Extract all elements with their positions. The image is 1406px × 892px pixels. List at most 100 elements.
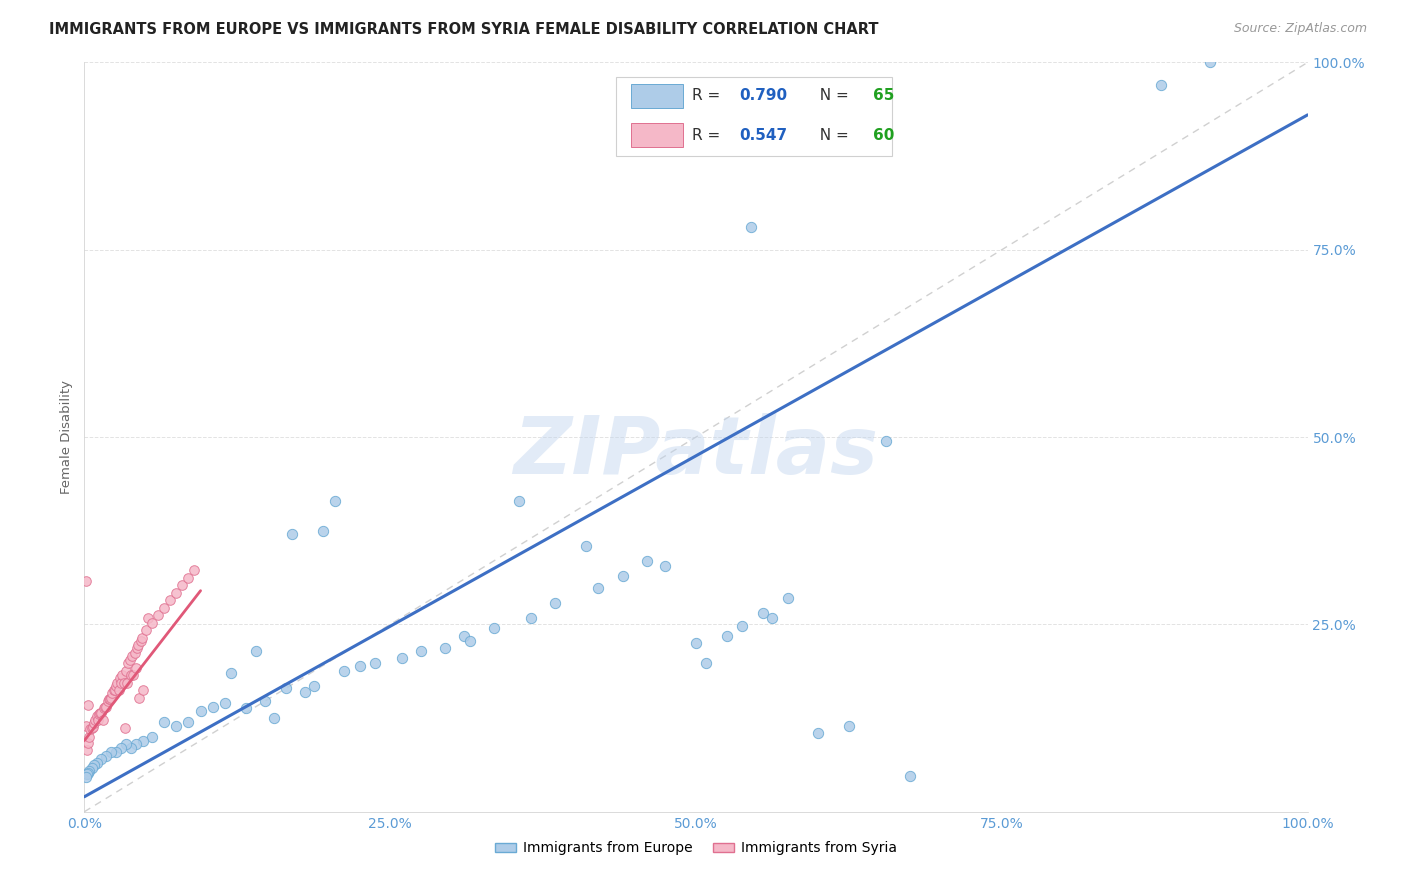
Point — [77, 765, 100, 780]
Point — [75, 574, 97, 588]
Point — [453, 629, 475, 643]
Point — [110, 676, 132, 690]
Point — [80, 761, 103, 775]
Point — [190, 704, 212, 718]
Point — [127, 639, 149, 653]
Point — [89, 706, 111, 720]
Y-axis label: Female Disability: Female Disability — [59, 380, 73, 494]
Point — [97, 692, 120, 706]
Point — [128, 690, 150, 705]
Point — [94, 699, 117, 714]
Point — [219, 666, 242, 681]
Point — [103, 683, 125, 698]
Point — [304, 679, 326, 693]
Point — [685, 636, 707, 650]
Point — [111, 668, 134, 682]
Point — [76, 767, 98, 781]
Point — [1150, 78, 1173, 92]
Point — [110, 741, 132, 756]
Point — [90, 752, 112, 766]
Text: ZIPatlas: ZIPatlas — [513, 413, 879, 491]
Point — [612, 568, 634, 582]
Point — [177, 714, 200, 729]
Text: 60: 60 — [873, 128, 894, 143]
Point — [105, 676, 128, 690]
Point — [120, 668, 142, 682]
Point — [838, 718, 860, 732]
Point — [77, 736, 100, 750]
Point — [153, 601, 176, 615]
Point — [575, 539, 598, 553]
Point — [107, 683, 129, 698]
Point — [586, 582, 609, 596]
Text: N =: N = — [810, 128, 853, 143]
Text: Source: ZipAtlas.com: Source: ZipAtlas.com — [1233, 22, 1367, 36]
Point — [695, 657, 717, 671]
Point — [91, 714, 114, 728]
Point — [90, 706, 112, 720]
Point — [165, 586, 187, 600]
Point — [159, 593, 181, 607]
Point — [79, 723, 101, 737]
Point — [332, 664, 354, 678]
Point — [125, 641, 148, 656]
Point — [146, 608, 169, 623]
Point — [761, 611, 783, 625]
Point — [115, 737, 138, 751]
Point — [83, 758, 105, 772]
Point — [96, 748, 118, 763]
Point — [87, 714, 110, 728]
Point — [165, 718, 187, 732]
Point — [87, 707, 110, 722]
Point — [104, 683, 127, 698]
Point — [112, 676, 135, 690]
Point — [86, 708, 108, 723]
Text: R =: R = — [692, 128, 725, 143]
Point — [84, 714, 107, 728]
Point — [121, 648, 143, 663]
Point — [100, 690, 122, 705]
Point — [172, 578, 194, 592]
Point — [153, 714, 176, 729]
Point — [86, 756, 108, 770]
Point — [131, 631, 153, 645]
Point — [82, 720, 104, 734]
Text: N =: N = — [810, 88, 853, 103]
Point — [875, 434, 897, 448]
Point — [100, 745, 122, 759]
Point — [752, 606, 775, 620]
Point — [323, 493, 346, 508]
Point — [132, 733, 155, 747]
Point — [294, 685, 316, 699]
Point — [281, 527, 304, 541]
Point — [731, 619, 754, 633]
Point — [183, 564, 205, 578]
Text: R =: R = — [692, 88, 725, 103]
Point — [235, 701, 257, 715]
Point — [245, 643, 267, 657]
Point — [98, 692, 121, 706]
Point — [482, 621, 505, 635]
Point — [115, 664, 138, 678]
Point — [636, 554, 658, 568]
Point — [807, 726, 830, 740]
Point — [263, 711, 285, 725]
Bar — [631, 84, 682, 108]
Text: 0.547: 0.547 — [738, 128, 787, 143]
Point — [77, 764, 100, 778]
Text: 65: 65 — [873, 88, 894, 103]
Point — [115, 676, 138, 690]
Point — [391, 651, 413, 665]
Point — [1198, 55, 1220, 70]
Point — [114, 721, 136, 735]
Point — [544, 596, 567, 610]
Point — [93, 701, 115, 715]
Point — [117, 657, 139, 671]
Point — [508, 493, 530, 508]
Point — [135, 624, 157, 638]
Point — [125, 661, 148, 675]
Point — [129, 633, 152, 648]
Point — [120, 741, 142, 756]
Point — [76, 743, 98, 757]
Point — [75, 718, 97, 732]
